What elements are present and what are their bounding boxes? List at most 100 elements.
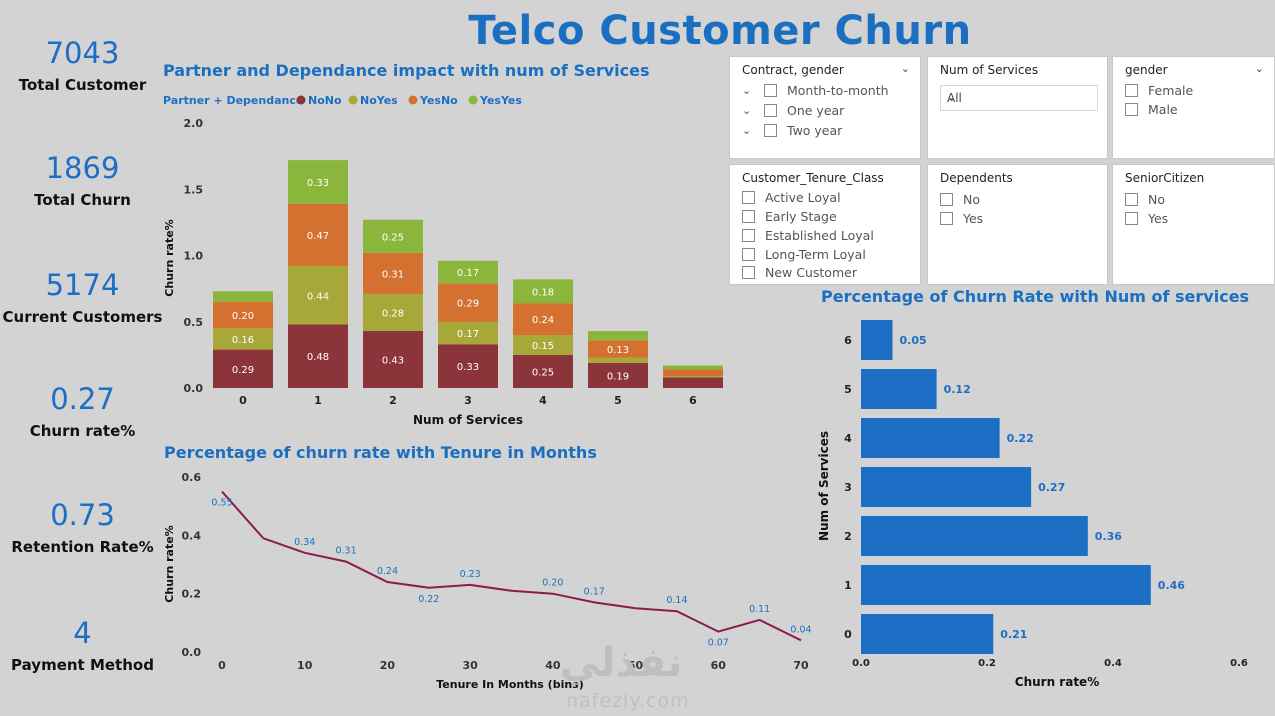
chevron-down-icon[interactable]: ⌄ <box>742 123 752 137</box>
slicer-tenure-class[interactable]: Customer_Tenure_Class Active Loyal Early… <box>729 164 921 285</box>
line-data-label: 0.17 <box>584 586 605 597</box>
slicer-option[interactable]: Female <box>1125 81 1193 99</box>
y-tick-label: 0.2 <box>182 588 202 601</box>
checkbox[interactable] <box>764 123 777 137</box>
checkbox[interactable] <box>742 247 755 261</box>
x-tick-label: 50 <box>628 659 644 672</box>
slicer-option[interactable]: Yes <box>1125 209 1168 227</box>
bar-segment-yesno <box>438 283 498 322</box>
bar-segment-yesyes <box>288 160 348 204</box>
x-tick-label: 0.0 <box>852 658 870 669</box>
option-label: Female <box>1148 82 1194 98</box>
slicer-option[interactable]: No <box>1125 190 1165 208</box>
checkbox[interactable] <box>1125 83 1138 97</box>
line-data-label: 0.34 <box>294 537 315 548</box>
kpi-label: Retention Rate% <box>11 538 154 556</box>
line-data-label: 0.55 <box>211 498 232 509</box>
option-label: New Customer <box>765 264 857 280</box>
line-chart-title: Percentage of churn rate with Tenure in … <box>164 443 597 462</box>
slicer-dependents[interactable]: Dependents No Yes <box>927 164 1108 285</box>
checkbox[interactable] <box>764 103 777 117</box>
slicer-option[interactable]: New Customer <box>742 263 857 281</box>
num-services-dropdown[interactable]: All ⌄ <box>940 85 1098 111</box>
x-tick-label: 70 <box>793 659 809 672</box>
slicer-contract-gender[interactable]: Contract, gender ⌄ ⌄ Month-to-month ⌄ One … <box>729 56 921 159</box>
stacked-chart-title: Partner and Dependance impact with num o… <box>163 61 650 80</box>
bar-segment-yesyes <box>663 365 723 370</box>
legend-label-yesno: YesNo <box>419 94 458 107</box>
stacked-bar-chart: Partner + Dependance NoNo NoYes YesNo YesYes… <box>163 94 723 427</box>
slicer-title: Dependents <box>940 171 1013 185</box>
slicer-option[interactable]: Early Stage <box>742 207 837 225</box>
checkbox[interactable] <box>940 192 953 206</box>
slicer-title: Num of Services <box>940 63 1039 77</box>
slicer-option[interactable]: Long-Term Loyal <box>742 245 866 263</box>
x-tick-label: 20 <box>380 659 396 672</box>
y-axis-label: Num of Services <box>817 431 831 541</box>
kpi-value: 7043 <box>45 36 120 70</box>
checkbox[interactable] <box>764 83 777 97</box>
slicer-option[interactable]: ⌄ Month-to-month <box>742 81 889 99</box>
kpi-value: 0.27 <box>50 382 115 416</box>
bar-segment-noyes <box>363 293 423 332</box>
x-tick-label: 5 <box>614 394 622 407</box>
slicer-option[interactable]: Active Loyal <box>742 188 841 206</box>
slicer-option[interactable]: Male <box>1125 100 1178 118</box>
hbar-bar <box>861 516 1088 556</box>
slicer-gender[interactable]: gender ⌄ Female Male <box>1112 56 1275 159</box>
bar-data-label: 0.29 <box>232 365 254 376</box>
option-label: Two year <box>787 122 843 138</box>
slicer-option[interactable]: ⌄ Two year <box>742 121 842 139</box>
checkbox[interactable] <box>742 228 755 242</box>
y-tick-label: 3 <box>844 481 852 494</box>
bar-data-label: 0.48 <box>307 352 329 363</box>
slicer-num-services[interactable]: Num of Services All ⌄ <box>927 56 1108 159</box>
chevron-down-icon[interactable]: ⌄ <box>947 91 957 104</box>
kpi-value: 4 <box>73 616 92 650</box>
bar-segment-yesyes <box>438 260 498 284</box>
chevron-down-icon[interactable]: ⌄ <box>742 103 752 117</box>
bar-segment-nono <box>663 377 723 388</box>
slicer-option[interactable]: ⌄ One year <box>742 101 844 119</box>
x-tick-label: 10 <box>297 659 313 672</box>
checkbox[interactable] <box>742 265 755 279</box>
y-tick-label: 1.0 <box>184 250 204 263</box>
slicer-option[interactable]: Established Loyal <box>742 226 874 244</box>
line-data-label: 0.04 <box>790 624 811 635</box>
checkbox[interactable] <box>940 211 953 225</box>
chevron-down-icon[interactable]: ⌄ <box>900 62 910 75</box>
bar-data-label: 0.29 <box>457 299 479 310</box>
x-tick-label: 0.4 <box>1104 658 1122 669</box>
hbar-data-label: 0.21 <box>1000 628 1027 641</box>
checkbox[interactable] <box>1125 102 1138 116</box>
option-label: No <box>1148 191 1165 207</box>
bar-data-label: 0.28 <box>382 308 404 319</box>
legend-marker <box>296 95 306 105</box>
bar-segment-noyes <box>288 266 348 325</box>
kpi-value: 5174 <box>45 268 120 302</box>
chevron-down-icon[interactable]: ⌄ <box>1254 62 1264 75</box>
slicer-option[interactable]: Yes <box>940 209 983 227</box>
bar-data-label: 0.33 <box>457 362 479 373</box>
checkbox[interactable] <box>1125 211 1138 225</box>
hbar-chart-title: Percentage of Churn Rate with Num of ser… <box>821 287 1250 306</box>
x-tick-label: 4 <box>539 394 547 407</box>
dropdown-value: All <box>947 91 962 105</box>
checkbox[interactable] <box>1125 192 1138 206</box>
hbar-data-label: 0.46 <box>1158 579 1185 592</box>
slicer-option[interactable]: No <box>940 190 980 208</box>
line-data-label: 0.11 <box>749 604 770 615</box>
checkbox[interactable] <box>742 209 755 223</box>
slicer-title: Customer_Tenure_Class <box>742 171 884 185</box>
bar-segment-nono <box>513 354 573 388</box>
line-data-label: 0.24 <box>377 566 398 577</box>
checkbox[interactable] <box>742 190 755 204</box>
chevron-down-icon[interactable]: ⌄ <box>742 83 752 97</box>
y-tick-label: 0 <box>844 628 852 641</box>
line-data-label: 0.22 <box>418 594 439 605</box>
slicer-senior-citizen[interactable]: SeniorCitizen No Yes <box>1112 164 1275 285</box>
bar-segment-nono <box>288 324 348 388</box>
kpi-churn-rate: 0.27 Churn rate% <box>0 382 165 440</box>
bar-data-label: 0.25 <box>382 232 404 243</box>
option-label: Long-Term Loyal <box>765 246 866 262</box>
